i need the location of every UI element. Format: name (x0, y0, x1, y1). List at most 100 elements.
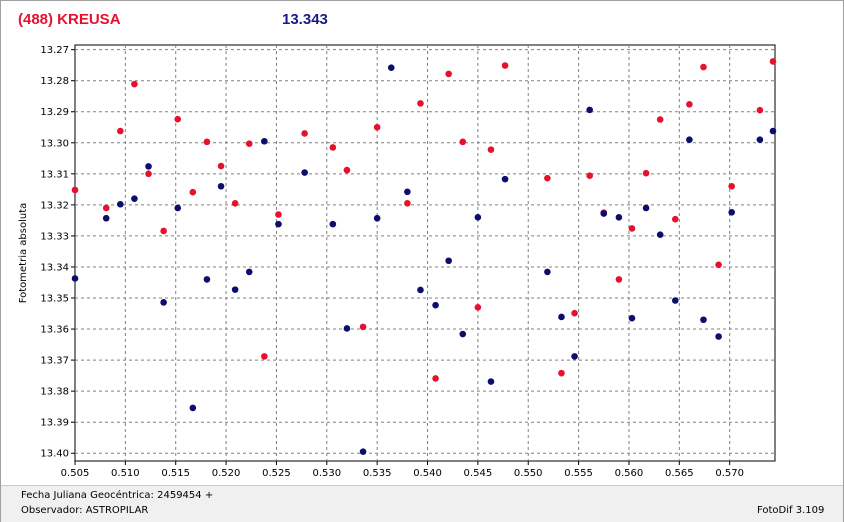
blue-data-point (686, 136, 693, 143)
blue-data-point (145, 163, 152, 170)
red-data-point (160, 227, 167, 235)
plot-area (74, 44, 776, 462)
x-tick-label: 0.545 (464, 468, 493, 479)
red-data-point (571, 309, 578, 317)
red-data-point (174, 115, 182, 123)
red-data-point (404, 200, 411, 207)
blue-data-point (600, 210, 608, 217)
software-version: FotoDif 3.109 (757, 505, 825, 516)
x-tick-label: 0.520 (212, 468, 241, 479)
blue-data-point (628, 314, 636, 322)
red-data-point (432, 375, 439, 382)
red-data-point (686, 100, 693, 108)
red-data-point (671, 215, 679, 223)
red-data-point (71, 186, 79, 194)
red-data-point (203, 138, 211, 146)
status-footer: Fecha Juliana Geocéntrica: 2459454 + Obs… (1, 485, 843, 522)
blue-data-point (71, 275, 79, 282)
x-tick-label: 0.525 (262, 468, 291, 479)
blue-data-point (301, 169, 308, 176)
red-data-point (642, 169, 650, 177)
y-tick-label: 13.33 (40, 231, 69, 242)
red-data-point (487, 146, 495, 153)
blue-data-point (160, 299, 167, 306)
x-tick-label: 0.570 (715, 468, 744, 479)
light-curve-chart: 0.505 0.510 0.515 0.520 0.525 0.530 0.535 0.540… (18, 44, 777, 479)
red-data-point (656, 116, 664, 123)
x-tick-label: 0.510 (111, 468, 140, 479)
x-tick-label: 0.560 (615, 468, 644, 479)
red-data-point (628, 225, 636, 232)
y-tick-label: 13.32 (40, 200, 69, 211)
red-data-point (417, 100, 424, 107)
y-tick-label: 13.40 (40, 449, 69, 460)
red-data-point (445, 70, 452, 78)
blue-data-point (275, 220, 282, 228)
blue-data-point (432, 301, 439, 309)
blue-data-point (445, 257, 452, 265)
magnitude-value: 13.343 (282, 11, 328, 28)
red-data-point (728, 182, 735, 190)
red-data-point (501, 62, 509, 69)
blue-data-point (501, 175, 509, 183)
blue-data-point (245, 268, 253, 276)
y-tick-label: 13.35 (40, 294, 69, 305)
red-data-point (275, 211, 282, 218)
y-tick-label: 13.31 (40, 169, 69, 180)
blue-data-point (359, 448, 367, 455)
y-tick-label: 13.37 (40, 356, 69, 367)
blue-data-point (343, 325, 351, 332)
red-data-point (700, 63, 707, 71)
blue-data-point (715, 333, 722, 340)
blue-data-point (756, 136, 764, 143)
red-data-point (359, 323, 367, 331)
blue-data-point (769, 127, 777, 135)
observer-label: Observador: ASTROPILAR (21, 505, 149, 516)
blue-data-point (586, 106, 593, 114)
y-axis: 13.27 13.28 13.29 13.30 13.31 13.32 13.33 13.34… (40, 45, 75, 460)
blue-data-point (131, 195, 138, 202)
blue-data-point (728, 209, 735, 216)
blue-data-point (203, 276, 211, 283)
red-data-point (558, 369, 565, 377)
blue-data-point (174, 204, 182, 212)
blue-data-point (459, 330, 467, 338)
y-tick-label: 13.28 (40, 76, 69, 87)
red-data-point (459, 138, 467, 146)
blue-data-point (117, 200, 124, 208)
blue-data-point (387, 64, 395, 71)
x-tick-label: 0.550 (514, 468, 543, 479)
red-data-point (474, 304, 482, 311)
x-axis: 0.505 0.510 0.515 0.520 0.525 0.530 0.535 0.540… (61, 461, 744, 479)
blue-data-point (700, 316, 707, 324)
red-data-point (189, 188, 197, 196)
red-data-point (145, 170, 152, 178)
red-data-point (329, 144, 337, 151)
x-tick-label: 0.555 (564, 468, 593, 479)
blue-data-point (261, 137, 268, 145)
blue-data-point (487, 378, 495, 385)
data-points (71, 58, 777, 455)
y-tick-label: 13.39 (40, 418, 69, 429)
y-tick-label: 13.30 (40, 138, 69, 149)
x-tick-label: 0.565 (665, 468, 694, 479)
blue-data-point (474, 213, 482, 221)
blue-data-point (558, 313, 565, 321)
y-tick-label: 13.27 (40, 45, 69, 56)
red-data-point (756, 106, 764, 114)
red-data-point (373, 123, 381, 131)
red-data-point (217, 162, 225, 170)
y-tick-label: 13.34 (40, 262, 69, 273)
x-tick-label: 0.515 (161, 468, 190, 479)
red-data-point (231, 200, 239, 207)
blue-data-point (571, 353, 578, 360)
red-data-point (131, 80, 138, 88)
red-data-point (343, 166, 351, 174)
blue-data-point (615, 213, 623, 221)
blue-data-point (189, 404, 197, 412)
red-data-point (117, 127, 124, 135)
blue-data-point (544, 268, 551, 276)
blue-data-point (217, 182, 225, 190)
blue-data-point (231, 286, 239, 293)
